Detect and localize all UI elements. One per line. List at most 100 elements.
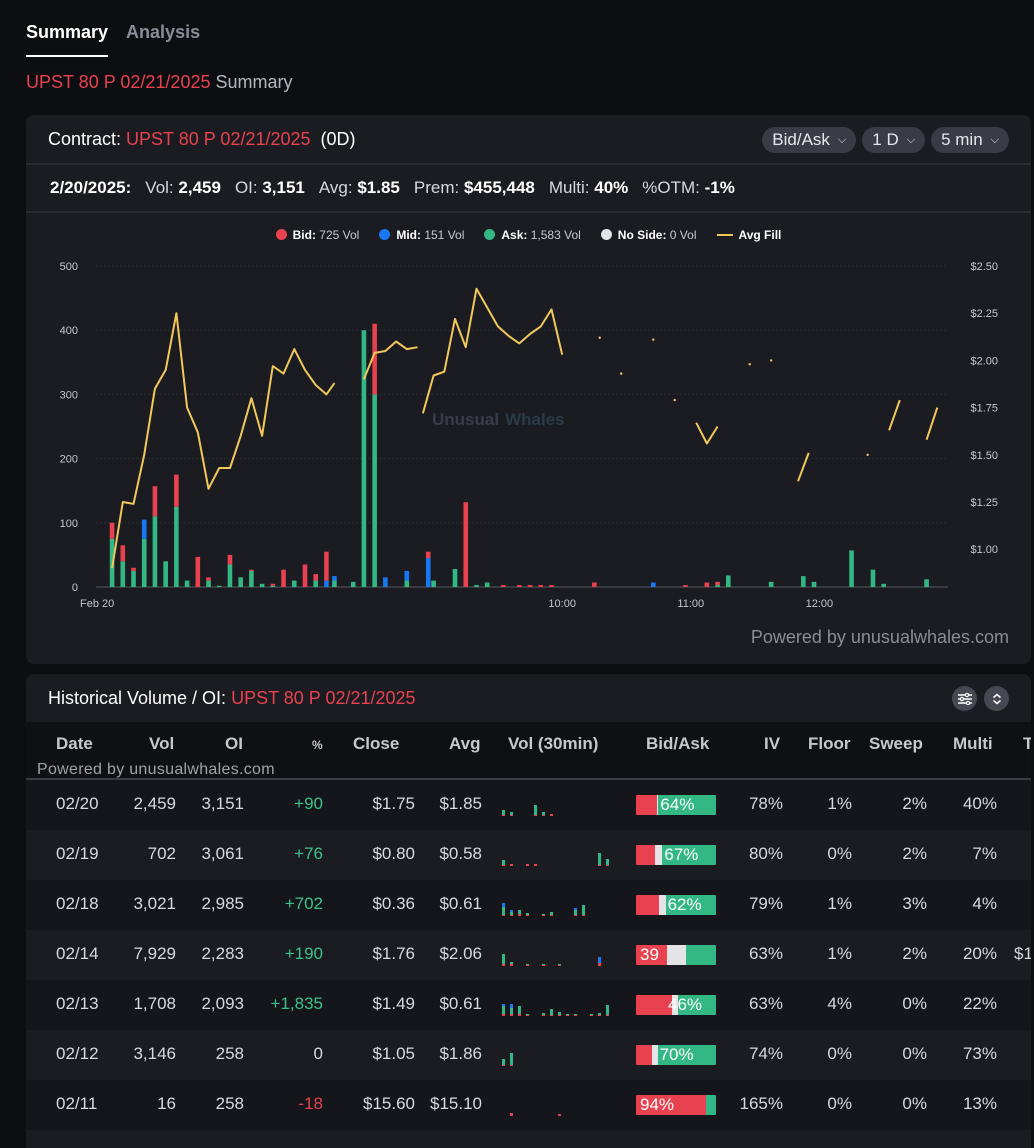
legend-noside[interactable]: No Side: 0 Vol [600, 228, 697, 242]
legend-bid-swatch [275, 229, 287, 240]
volume-bar-mid [383, 577, 388, 587]
cell-oi: 2,093 [201, 994, 244, 1013]
contract-chart-card: Contract: UPST 80 P 02/21/2025 (0D) Bid/… [26, 115, 1031, 664]
col-vol30[interactable]: Vol (30min) [508, 734, 599, 753]
cell-floor: 0% [827, 844, 852, 863]
volume-bar-bid [683, 585, 688, 587]
volume-bar-mid [425, 558, 431, 587]
col-date[interactable]: Date [56, 734, 93, 753]
sparkline-bar [510, 915, 513, 916]
sparkline-bar [550, 814, 553, 816]
table-row[interactable]: 02/12 3,146 258 0 $1.05 $1.86 74% 0% 0% 73% 70% [26, 1030, 1031, 1080]
bid-ask-segment-ask [665, 895, 716, 915]
cell-chg: +702 [284, 894, 323, 913]
chart-watermark: Unusual Whales [432, 410, 565, 429]
cell-sweep: 0% [902, 994, 927, 1013]
sparkline-bar [598, 1013, 601, 1015]
col-close[interactable]: Close [353, 734, 400, 753]
y2-tick-label: $2.25 [970, 308, 998, 320]
volume-bar-bid [527, 585, 533, 587]
expand-collapse-icon[interactable] [984, 686, 1009, 711]
volume-bar-mid [141, 519, 147, 539]
col-oi[interactable]: OI [225, 734, 243, 753]
col-vol[interactable]: Vol [149, 734, 175, 753]
x-tick-label: 11:00 [677, 598, 704, 610]
table-row[interactable]: 02/11 16 258 -18 $15.60 $15.10 165% 0% 0% 13% 94% [26, 1080, 1031, 1130]
col-avg[interactable]: Avg [449, 734, 481, 753]
sparkline-bar [542, 1013, 545, 1015]
tab-analysis[interactable]: Analysis [126, 22, 201, 42]
volume-bar-ask [216, 585, 222, 587]
sparkline-bar [510, 812, 513, 815]
sparkline-bar [582, 915, 585, 916]
col-iv[interactable]: IV [764, 734, 781, 753]
legend-avgfill-swatch [716, 234, 733, 236]
sparkline-bar [550, 1015, 553, 1016]
col-pct[interactable]: % [312, 738, 323, 752]
col-bidask[interactable]: Bid/Ask [646, 734, 710, 753]
table-row[interactable]: 02/14 7,929 2,283 +190 $1.76 $2.06 63% 1% 2% 20% $… [26, 930, 1031, 980]
volume-chart: 0 100 200 300 400 500 $1.00 $1.25 $1.50 $1.75 $2.0… [60, 261, 998, 610]
cell-floor: 1% [827, 944, 852, 963]
avg-fill-line [695, 422, 719, 445]
tab-summary[interactable]: Summary [26, 22, 109, 57]
legend-ask[interactable]: Ask: 1,583 Vol [484, 228, 581, 242]
sparkline-bar [510, 964, 513, 966]
sparkline-bar [510, 1014, 513, 1016]
cell-avg: $0.61 [439, 894, 482, 913]
sparkline-bar [542, 965, 545, 966]
cell-vol: 1,708 [133, 994, 176, 1013]
bid-ask-segment-bid [636, 995, 672, 1015]
sparkline-bar [550, 912, 553, 915]
powered-by[interactable]: Powered by unusualwhales.com [750, 627, 1009, 647]
cell-chg: +1,835 [270, 994, 323, 1013]
bid-ask-segment-ask [658, 795, 716, 815]
filter-sliders-icon[interactable] [952, 686, 977, 711]
legend-noside-swatch [600, 229, 612, 240]
table-row[interactable]: 02/18 3,021 2,985 +702 $0.36 $0.61 79% 1% 3% 4% 62… [26, 880, 1031, 930]
cell-avg: $0.58 [439, 844, 482, 863]
col-multi[interactable]: Multi [953, 734, 993, 753]
volume-bar-ask [404, 580, 410, 587]
bid-ask-segment-bid [636, 795, 657, 815]
bid-ask-dropdown[interactable]: Bid/Ask ⌵ [762, 127, 857, 153]
cell-oi: 2,985 [201, 894, 244, 913]
history-card: Historical Volume / OI: UPST 80 P 02/21/… [26, 674, 1031, 1148]
bid-ask-bar: 64% [636, 795, 716, 815]
interval-dropdown[interactable]: 5 min ⌵ [931, 127, 1009, 153]
cell-avg: $0.61 [439, 994, 482, 1013]
table-row[interactable]: 02/13 1,708 2,093 +1,835 $1.49 $0.61 63% 4% 0% 22… [26, 980, 1031, 1030]
cell-date: 02/20 [56, 794, 99, 813]
y2-tick-label: $2.00 [970, 355, 998, 367]
cell-oi: 258 [215, 1094, 244, 1113]
sparkline-bar [502, 1065, 505, 1066]
col-floor[interactable]: Floor [808, 734, 851, 753]
timeframe-dropdown[interactable]: 1 D ⌵ [862, 127, 926, 153]
legend-bid[interactable]: Bid: 725 Vol [275, 228, 359, 242]
sparkline-bar [510, 1113, 513, 1116]
cell-multi: 73% [962, 1044, 997, 1063]
legend-mid[interactable]: Mid: 151 Vol [379, 228, 464, 242]
table-row[interactable]: 02/20 2,459 3,151 +90 $1.75 $1.85 78% 1% 2% 40% 64… [26, 780, 1031, 830]
volume-bar-bid [152, 486, 158, 517]
sparkline-bar [502, 1006, 505, 1014]
stats-otm: %OTM: -1% [642, 178, 735, 198]
sparkline-bar [526, 915, 529, 916]
sparkline-bar [502, 810, 505, 815]
bid-ask-segment-bid [636, 895, 660, 915]
sparkline-bar [590, 1014, 593, 1015]
stats-avg-value: $1.85 [357, 178, 400, 197]
bid-ask-segment-ask [678, 995, 716, 1015]
volume-bar-ask [184, 580, 190, 587]
cell-vol: 16 [157, 1094, 176, 1113]
sparkline-bar [526, 864, 529, 866]
col-t[interactable]: T [1023, 734, 1031, 753]
cell-close: $1.05 [372, 1044, 415, 1063]
col-sweep[interactable]: Sweep [869, 734, 923, 753]
table-row[interactable]: 02/19 702 3,061 +76 $0.80 $0.58 80% 0% 2% 7% 67% [26, 830, 1031, 880]
stats-prem-value: $455,448 [463, 178, 535, 197]
legend-avgfill[interactable]: Avg Fill [716, 228, 781, 242]
y-tick-label: 200 [60, 454, 78, 466]
stats-vol-value: 2,459 [178, 178, 221, 197]
sparkline-bar [606, 865, 609, 866]
